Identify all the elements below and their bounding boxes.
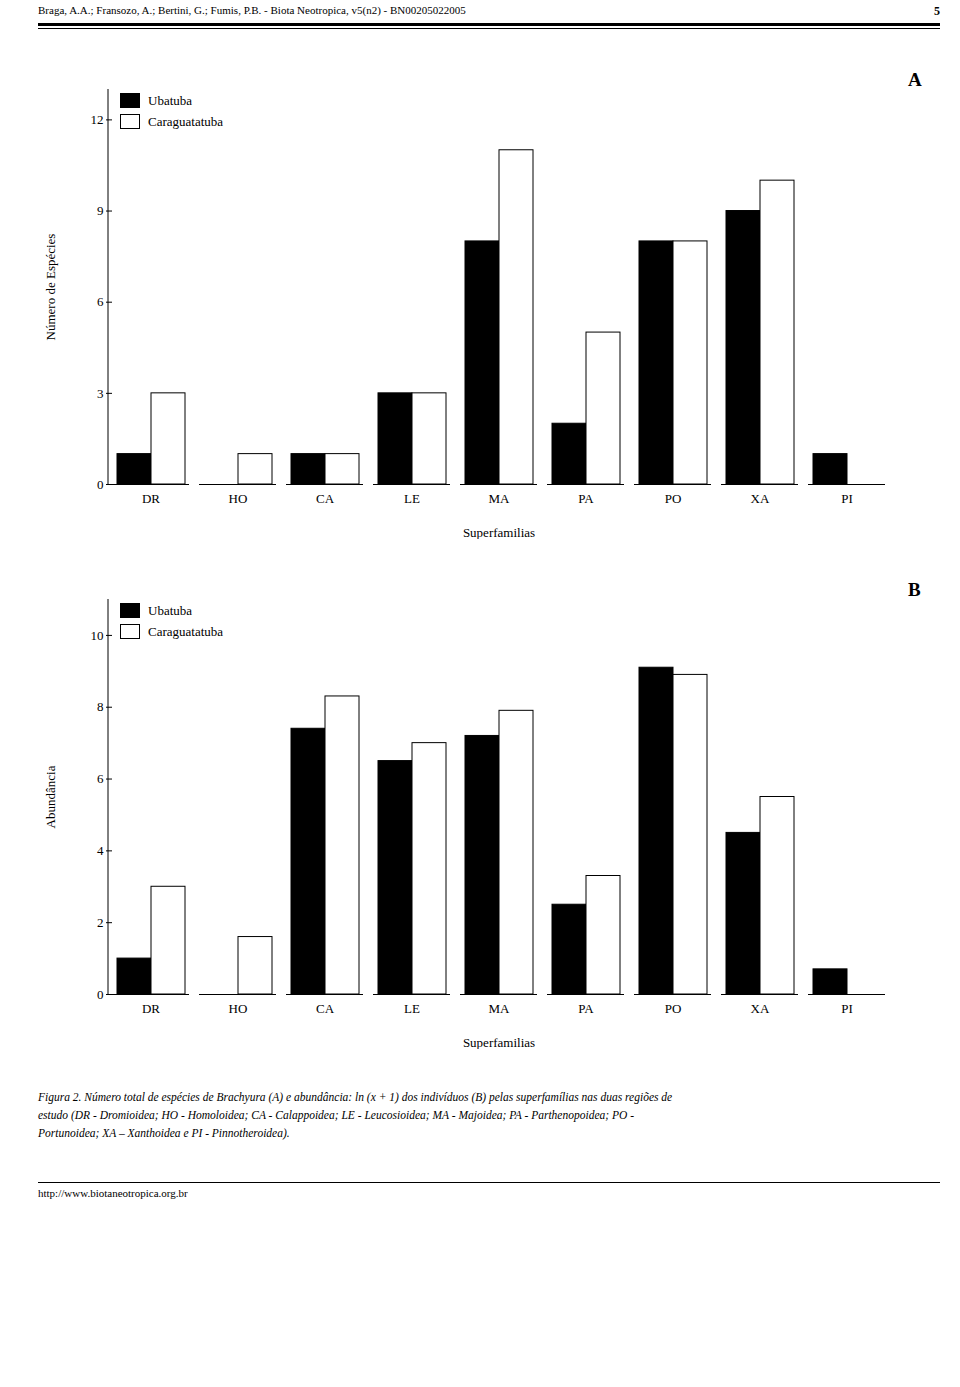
svg-text:2: 2 [97, 915, 104, 930]
svg-text:CA: CA [316, 1001, 335, 1016]
svg-text:XA: XA [751, 1001, 770, 1016]
html-text:Caraguatatuba: Caraguatatuba [148, 114, 224, 129]
svg-text:HO: HO [229, 1001, 248, 1016]
svg-text:9: 9 [97, 203, 104, 218]
svg-text:Superfamilias: Superfamilias [463, 1035, 535, 1050]
html-text:A: A [908, 69, 922, 90]
svg-text:DR: DR [142, 1001, 160, 1016]
svg-text:10: 10 [91, 628, 104, 643]
svg-text:LE: LE [404, 1001, 420, 1016]
svg-text:MA: MA [489, 1001, 511, 1016]
html-text:Ubatuba: Ubatuba [148, 603, 192, 618]
svg-text:CA: CA [316, 491, 335, 506]
svg-text:4: 4 [97, 843, 104, 858]
svg-text:0: 0 [97, 987, 104, 1002]
svg-text:PI: PI [841, 1001, 853, 1016]
html-text:5: 5 [934, 4, 940, 18]
svg-text:Abundância: Abundância [43, 765, 58, 828]
html-text:Portunoidea; XA – Xanthoidea e: Portunoidea; XA – Xanthoidea e PI - Pinn… [38, 1126, 290, 1139]
svg-text:PA: PA [578, 1001, 594, 1016]
svg-text:6: 6 [97, 294, 104, 309]
svg-text:DR: DR [142, 491, 160, 506]
svg-text:PO: PO [665, 1001, 682, 1016]
svg-text:PI: PI [841, 491, 853, 506]
html-text:Ubatuba: Ubatuba [148, 93, 192, 108]
svg-text:0: 0 [97, 477, 104, 492]
svg-text:3: 3 [97, 386, 104, 401]
svg-text:6: 6 [97, 771, 104, 786]
svg-text:LE: LE [404, 491, 420, 506]
svg-text:12: 12 [91, 112, 104, 127]
html-text:Caraguatatuba: Caraguatatuba [148, 624, 224, 639]
html-text:Figura 2. Número total de espé: Figura 2. Número total de espécies de Br… [38, 1091, 673, 1103]
html-text:http://www.biotaneotropica.org: http://www.biotaneotropica.org.br [38, 1187, 188, 1200]
html-text:estudo (DR - Dromioidea; HO -: estudo (DR - Dromioidea; HO - Homoloidea… [38, 1108, 634, 1121]
html-text:B: B [908, 579, 921, 600]
html-text:Braga, A.A.; Fransozo, A.; Ber: Braga, A.A.; Fransozo, A.; Bertini, G.; … [38, 4, 466, 16]
svg-text:MA: MA [489, 491, 511, 506]
svg-text:HO: HO [229, 491, 248, 506]
svg-text:PO: PO [665, 491, 682, 506]
svg-text:Superfamilias: Superfamilias [463, 525, 535, 540]
svg-text:PA: PA [578, 491, 594, 506]
svg-text:XA: XA [751, 491, 770, 506]
svg-text:Número de Espécies: Número de Espécies [43, 234, 58, 341]
svg-text:8: 8 [97, 699, 104, 714]
